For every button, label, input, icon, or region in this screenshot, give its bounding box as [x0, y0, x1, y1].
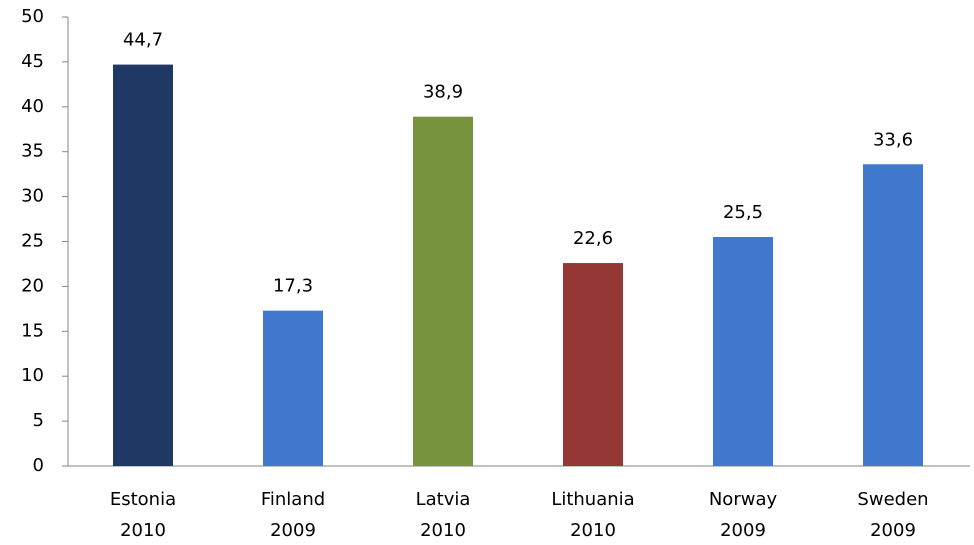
y-tick-label: 40	[21, 96, 44, 117]
y-tick-label: 0	[33, 455, 44, 476]
x-tick-label: 2009	[270, 520, 316, 541]
bar	[413, 116, 473, 466]
x-tick-label: 2009	[720, 520, 766, 541]
bar	[863, 164, 923, 466]
y-tick-label: 10	[21, 365, 44, 386]
value-label: 38,9	[423, 82, 463, 103]
value-label: 44,7	[123, 30, 163, 51]
bar	[713, 237, 773, 466]
x-tick-label: 2010	[570, 520, 616, 541]
y-tick-label: 25	[21, 231, 44, 252]
x-tick-label: Lithuania	[551, 489, 634, 510]
y-tick-label: 45	[21, 51, 44, 72]
x-tick-label: Norway	[709, 489, 778, 510]
value-label: 25,5	[723, 202, 763, 223]
value-label: 22,6	[573, 228, 613, 249]
x-tick-label: 2010	[420, 520, 466, 541]
x-tick-label: Estonia	[110, 489, 176, 510]
x-tick-label: Sweden	[857, 489, 928, 510]
bar	[563, 263, 623, 466]
bar	[113, 64, 173, 467]
x-tick-label: Finland	[261, 489, 325, 510]
y-tick-label: 15	[21, 320, 44, 341]
x-tick-label: 2010	[120, 520, 166, 541]
bar	[263, 310, 323, 466]
x-tick-label: Latvia	[416, 489, 471, 510]
x-tick-label: 2009	[870, 520, 916, 541]
y-tick-label: 5	[33, 410, 44, 431]
value-label: 17,3	[273, 276, 313, 297]
y-tick-label: 30	[21, 186, 44, 207]
value-label: 33,6	[873, 129, 913, 150]
y-tick-label: 20	[21, 275, 44, 296]
y-tick-label: 35	[21, 141, 44, 162]
y-tick-label: 50	[21, 6, 44, 27]
